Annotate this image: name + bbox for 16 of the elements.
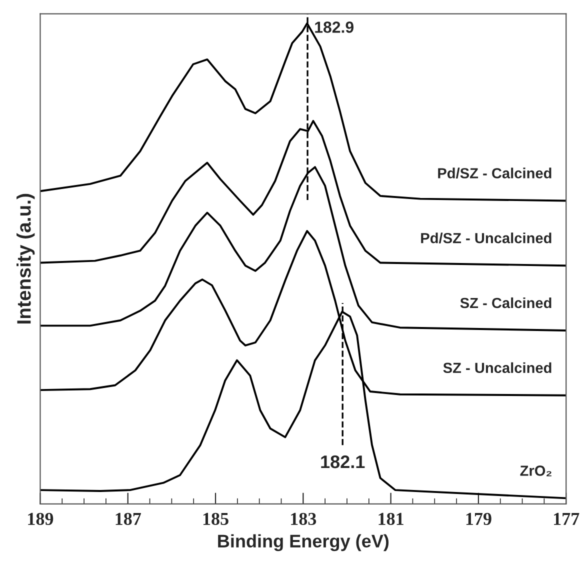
x-tick-label: 189 [28,512,54,526]
x-tick-label: 183 [291,512,316,526]
x-tick-label: 187 [116,512,141,526]
series-label: Pd/SZ - Uncalcined [421,232,552,244]
x-tick-label: 179 [466,512,492,526]
x-axis-title: Binding Energy (eV) [218,534,389,552]
x-tick-label: 181 [378,512,404,526]
y-axis-title: Intensity (a.u.) [16,194,35,324]
series-label: ZrO₂ [520,466,552,476]
series-label: Pd/SZ - Calcined [438,168,552,179]
x-tick-label: 185 [203,512,228,526]
ref-line-label: 182.9 [315,22,354,33]
series-label: SZ - Uncalcined [443,362,552,374]
series-label: SZ - Calcined [460,297,552,308]
ref-line-label: 182.1 [321,455,365,468]
x-tick-label: 177 [554,512,580,525]
